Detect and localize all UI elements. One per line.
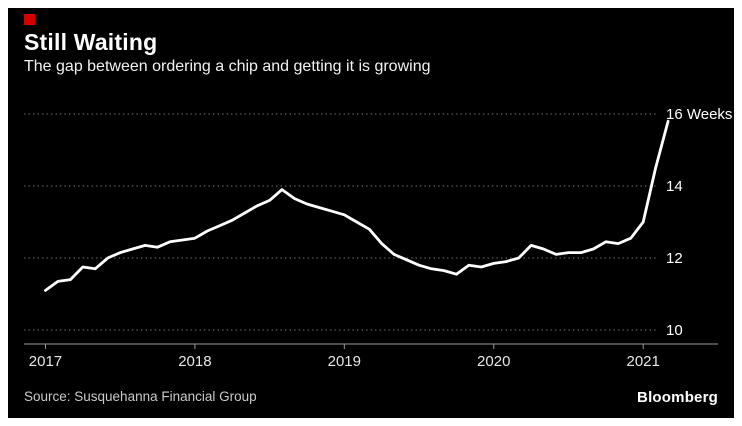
svg-text:10: 10 bbox=[666, 322, 683, 339]
svg-text:2017: 2017 bbox=[29, 353, 62, 370]
svg-text:12: 12 bbox=[666, 250, 683, 267]
svg-text:2019: 2019 bbox=[328, 353, 361, 370]
accent-square bbox=[24, 14, 35, 25]
chart-card: Still Waiting The gap between ordering a… bbox=[8, 8, 734, 418]
svg-text:16 Weeks: 16 Weeks bbox=[666, 106, 732, 123]
svg-text:2018: 2018 bbox=[178, 353, 211, 370]
chart-subtitle: The gap between ordering a chip and gett… bbox=[24, 58, 431, 75]
svg-text:14: 14 bbox=[666, 178, 683, 195]
bloomberg-logo: Bloomberg bbox=[637, 389, 718, 406]
source-caption: Source: Susquehanna Financial Group bbox=[24, 389, 257, 404]
svg-text:2021: 2021 bbox=[626, 353, 659, 370]
svg-text:2020: 2020 bbox=[477, 353, 510, 370]
chart-title: Still Waiting bbox=[24, 29, 158, 55]
lead-time-line-chart: 10 12 14 16 Weeks 2017 2018 2019 2020 2021 bbox=[24, 106, 732, 370]
